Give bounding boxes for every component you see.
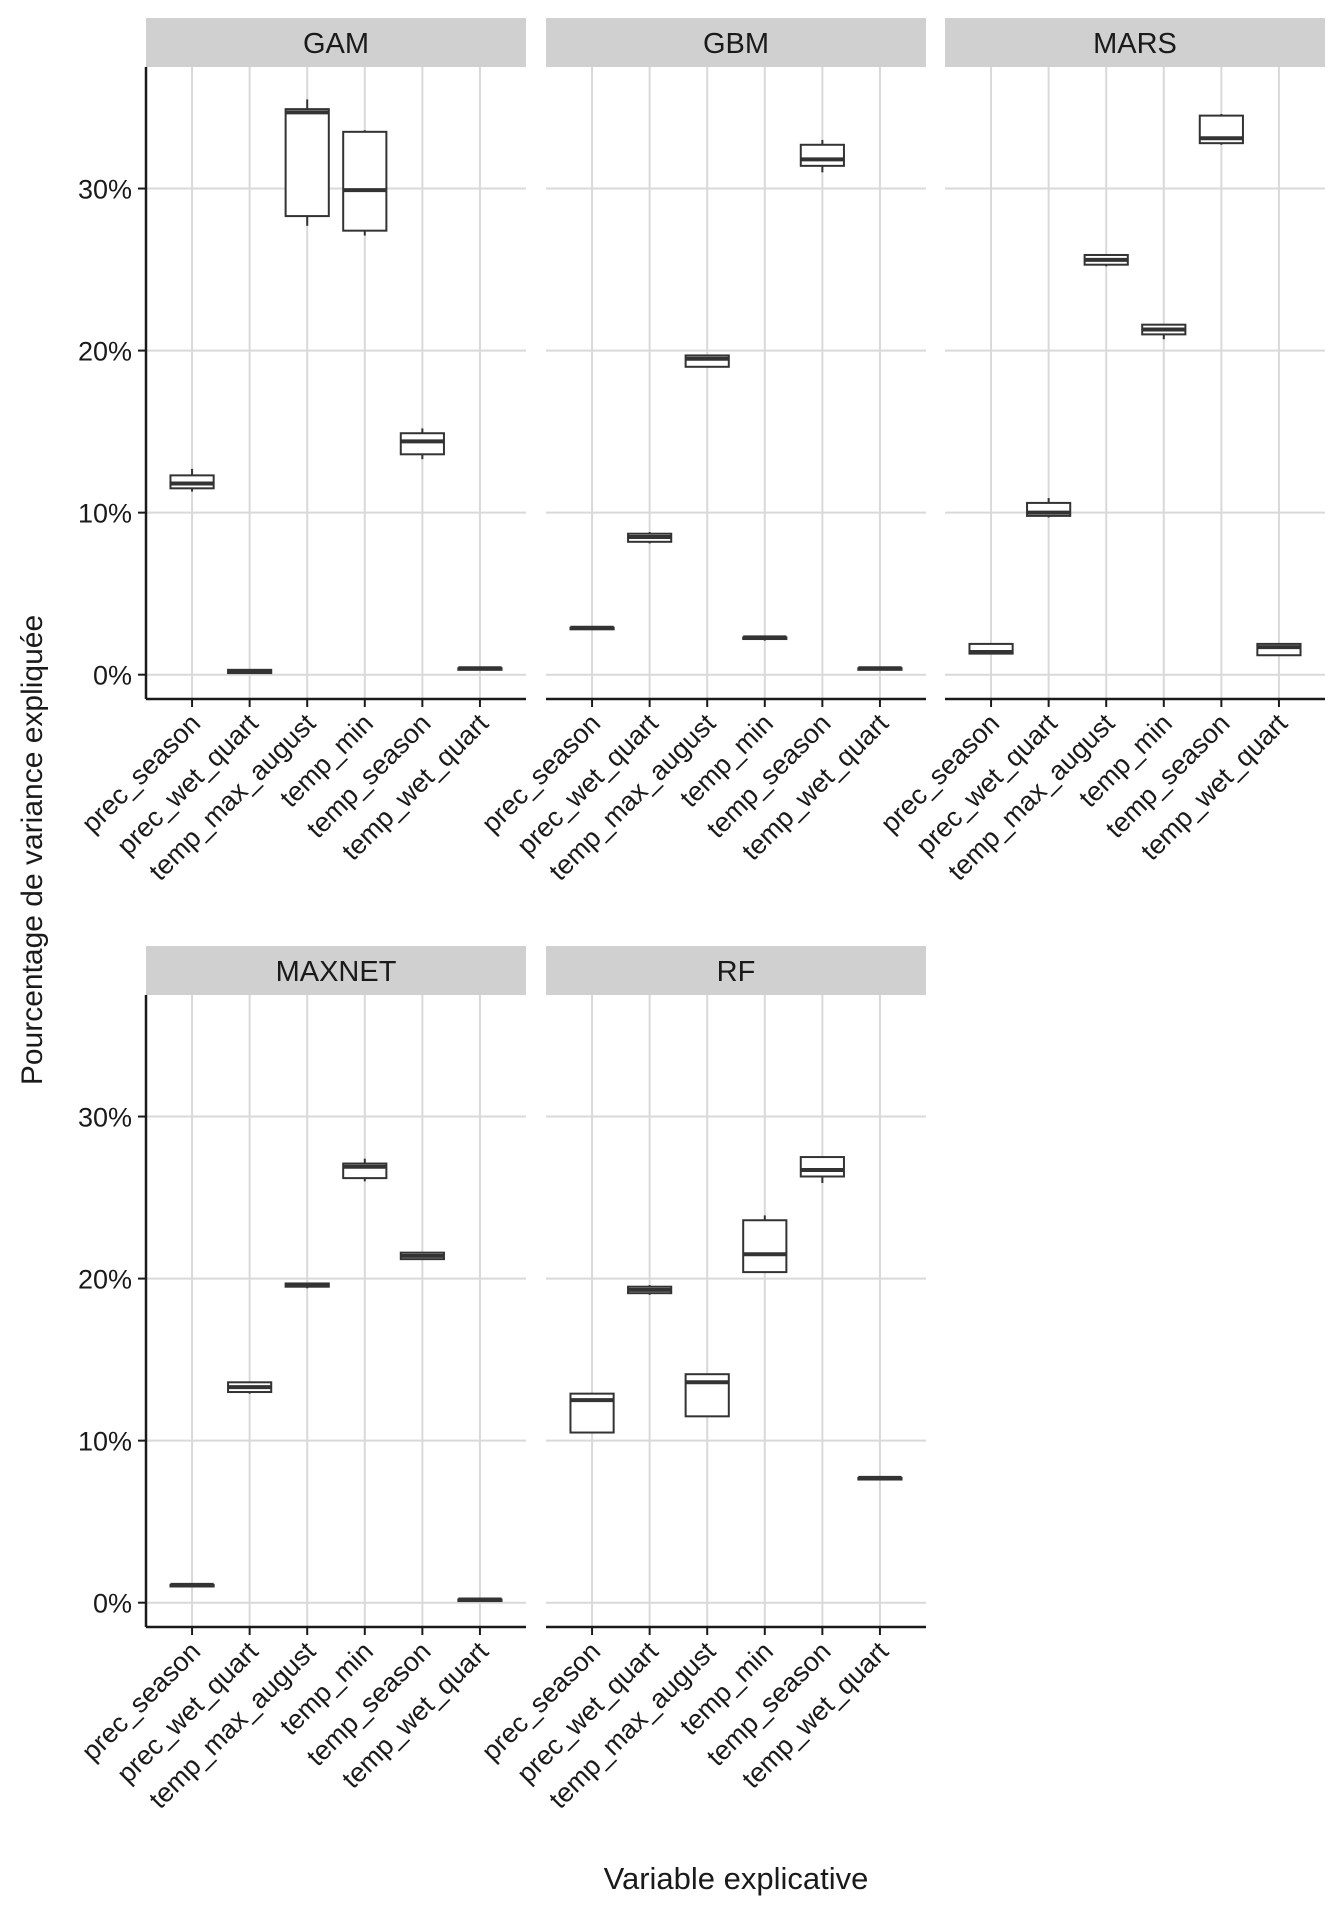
x-axis-title: Variable explicative <box>604 1861 869 1896</box>
box-gam-temp_wet_quart <box>457 666 503 671</box>
box-mars-prec_season <box>968 642 1014 655</box>
box-rf-temp_wet_quart <box>857 1475 903 1481</box>
y-tick-label-gam-1: 10% <box>78 499 132 529</box>
y-tick-label-maxnet-2: 20% <box>78 1265 132 1295</box>
panel-rf: RFprec_seasonprec_wet_quarttemp_max_augu… <box>476 946 926 1814</box>
box-mars-temp_wet_quart <box>1256 642 1302 657</box>
box-rf-prec_wet_quart <box>627 1285 673 1295</box>
box-maxnet-temp_season <box>399 1251 445 1261</box>
box-gam-temp_min <box>342 130 388 236</box>
panel-title-gam: GAM <box>303 28 369 60</box>
box-mars-prec_wet_quart <box>1026 498 1072 518</box>
box-maxnet-prec_wet_quart <box>227 1381 273 1394</box>
box-body <box>742 1219 788 1274</box>
box-body <box>684 354 730 368</box>
box-mars-temp_max_august <box>1083 253 1129 267</box>
panel-strip-mars <box>945 18 1325 67</box>
y-axis-title: Pourcentage de variance expliquée <box>16 615 49 1085</box>
box-body <box>399 432 445 456</box>
y-tick-label-gam-2: 20% <box>78 337 132 367</box>
box-maxnet-temp_min <box>342 1158 388 1182</box>
box-rf-temp_season <box>799 1156 845 1183</box>
panel-title-mars: MARS <box>1093 28 1177 60</box>
panel-gam: GAM0%10%20%30%prec_seasonprec_wet_quartt… <box>76 18 526 886</box>
y-tick-label-gam-0: 0% <box>93 661 132 691</box>
panel-strip-rf <box>546 946 926 995</box>
box-gam-prec_season <box>169 468 215 492</box>
panel-strip-maxnet <box>146 946 526 995</box>
panel-title-gbm: GBM <box>703 28 769 60</box>
y-tick-label-maxnet-1: 10% <box>78 1427 132 1457</box>
box-maxnet-temp_wet_quart <box>457 1597 503 1603</box>
panel-strip-gam <box>146 18 526 67</box>
panel-title-maxnet: MAXNET <box>276 956 397 988</box>
box-mars-temp_season <box>1198 113 1244 145</box>
y-tick-label-maxnet-0: 0% <box>93 1589 132 1619</box>
box-gbm-prec_wet_quart <box>627 532 673 544</box>
y-tick-label-maxnet-3: 30% <box>78 1103 132 1133</box>
box-gbm-temp_min <box>742 635 788 641</box>
box-gam-prec_wet_quart <box>227 668 273 675</box>
box-gbm-temp_wet_quart <box>857 666 903 671</box>
panel-mars: MARSprec_seasonprec_wet_quarttemp_max_au… <box>875 18 1325 886</box>
box-maxnet-prec_season <box>169 1582 215 1588</box>
box-gam-temp_season <box>399 428 445 460</box>
box-gam-temp_max_august <box>284 99 330 226</box>
box-rf-temp_min <box>742 1215 788 1274</box>
box-gbm-prec_season <box>569 625 615 631</box>
box-body <box>799 1156 845 1178</box>
box-body <box>342 130 388 232</box>
box-rf-temp_max_august <box>684 1373 730 1418</box>
panel-title-rf: RF <box>717 956 756 988</box>
panel-strip-gbm <box>546 18 926 67</box>
panel-maxnet: MAXNET0%10%20%30%prec_seasonprec_wet_qua… <box>76 946 526 1814</box>
box-body <box>799 143 845 167</box>
y-tick-label-gam-3: 30% <box>78 175 132 205</box>
box-gbm-temp_season <box>799 139 845 173</box>
box-rf-prec_season <box>569 1392 615 1434</box>
box-mars-temp_min <box>1141 323 1187 340</box>
panel-gbm: GBMprec_seasonprec_wet_quarttemp_max_aug… <box>476 18 926 886</box>
facet-panels: GAM0%10%20%30%prec_seasonprec_wet_quartt… <box>76 18 1325 1814</box>
box-body <box>1256 642 1302 657</box>
box-gbm-temp_max_august <box>684 354 730 368</box>
box-maxnet-temp_max_august <box>284 1282 330 1289</box>
box-body <box>284 108 330 218</box>
